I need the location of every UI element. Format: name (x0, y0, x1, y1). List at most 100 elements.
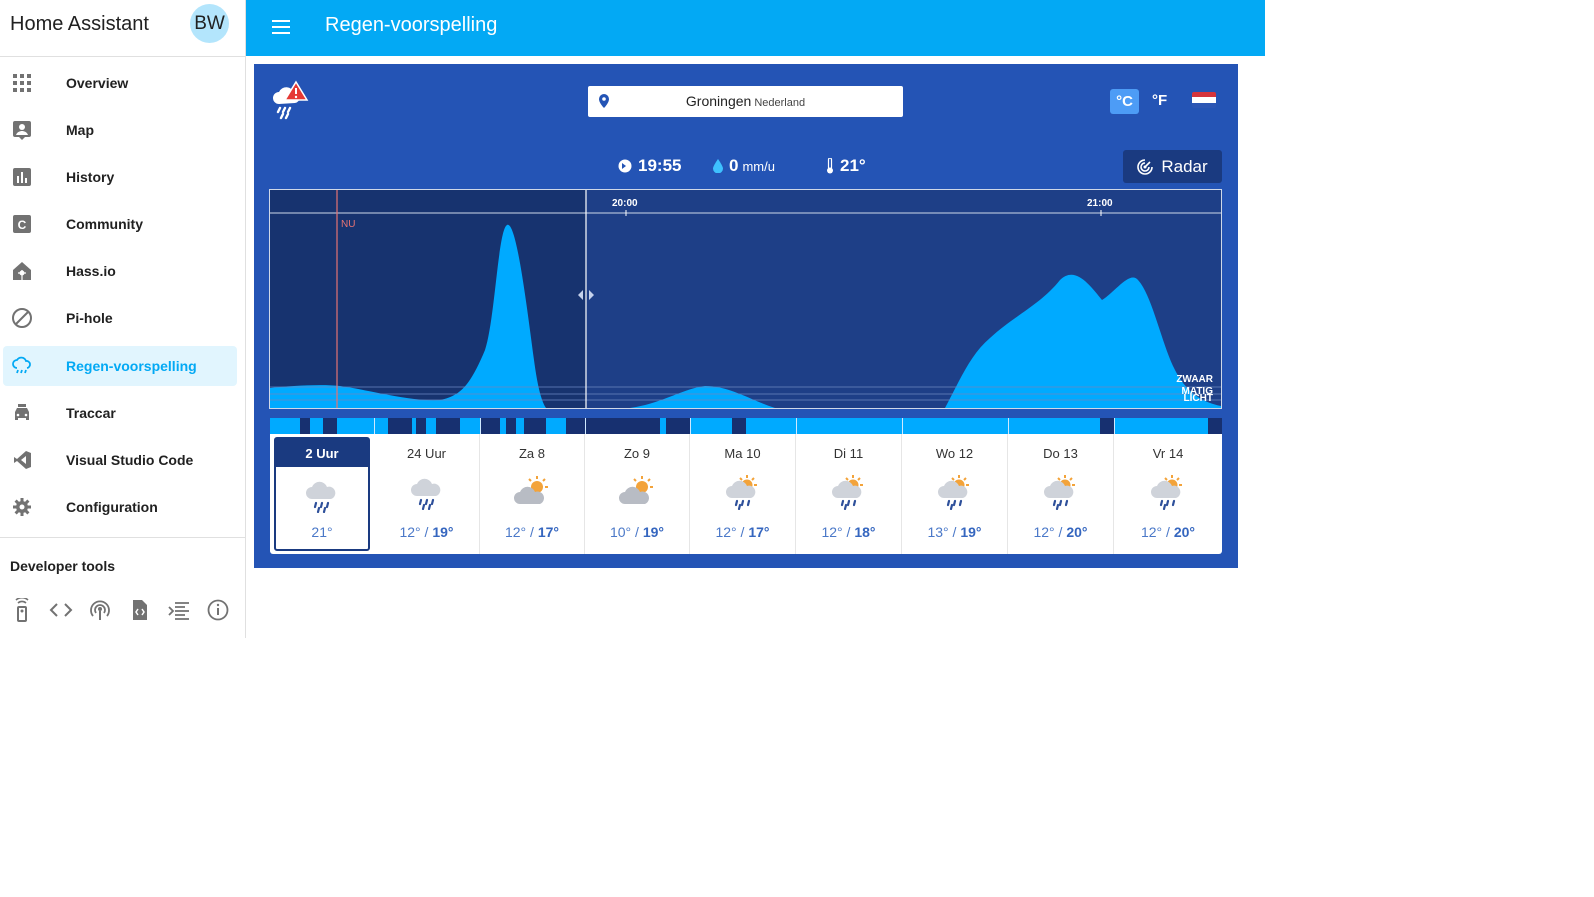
celsius-toggle[interactable]: °C (1110, 89, 1139, 114)
forecast-high: 20° (1173, 524, 1195, 540)
avatar[interactable]: BW (190, 4, 229, 43)
strip-segment (300, 418, 310, 434)
sidebar-item-pihole[interactable]: Pi-hole (3, 298, 237, 338)
forecast-day-label: 2 Uur (305, 446, 339, 461)
rain-chart[interactable]: 20:00 21:00 NU ZWAAR MATIG LICHT (269, 189, 1222, 409)
sidebar-header: Home Assistant BW (0, 0, 245, 57)
info-icon[interactable] (206, 598, 230, 622)
forecast-low: 12° (715, 524, 737, 540)
sidebar-item-community[interactable]: C Community (3, 204, 237, 244)
broadcast-icon[interactable] (88, 598, 112, 622)
forecast-day-do-13[interactable]: Do 13 12° / 20° (1008, 434, 1114, 554)
forecast-day-za-8[interactable]: Za 8 12° / 17° (480, 434, 585, 554)
strip-segment (1100, 418, 1114, 434)
sidebar-item-vscode[interactable]: Visual Studio Code (3, 440, 237, 480)
forecast-temp: 12° / 18° (821, 524, 876, 540)
forecast-day-label: Di 11 (833, 446, 864, 461)
strip-divider (1114, 418, 1115, 434)
block-icon (12, 308, 32, 328)
forecast-day-label: 24 Uur (406, 446, 447, 461)
sidebar-item-map[interactable]: Map (3, 110, 237, 150)
radar-button[interactable]: Radar (1123, 150, 1222, 183)
code-icon[interactable] (49, 598, 73, 622)
strip-segment (436, 418, 460, 434)
forecast-day-24-uur[interactable]: 24 Uur 12° / 19° (374, 434, 480, 554)
netherlands-flag-icon[interactable] (1192, 92, 1216, 108)
forecast-day-ma-10[interactable]: Ma 10 12° / 17° (690, 434, 796, 554)
strip-segment (666, 418, 690, 434)
sidebar-item-label: Traccar (66, 405, 116, 421)
sidebar-item-history[interactable]: History (3, 157, 237, 197)
strip-segment (323, 418, 337, 434)
top-app-bar: Regen-voorspelling (246, 0, 1265, 56)
sidebar-item-label: History (66, 169, 115, 185)
forecast-low: 12° (821, 524, 843, 540)
forecast-temp: 12° / 20° (1140, 524, 1195, 540)
strip-segment (732, 418, 746, 434)
sidebar-item-label: Configuration (66, 499, 158, 515)
range-handle-icon[interactable] (578, 290, 594, 300)
remote-icon[interactable] (10, 598, 34, 622)
grid-icon (13, 74, 31, 92)
strip-divider (690, 418, 691, 434)
sidebar-item-label: Regen-voorspelling (66, 358, 197, 374)
forecast-temp: 12° / 17° (504, 524, 559, 540)
sidebar-item-hassio[interactable]: Hass.io (3, 251, 237, 291)
rain-chart-svg: 20:00 21:00 NU ZWAAR MATIG LICHT (270, 190, 1221, 408)
forecast-day-di-11[interactable]: Di 11 12° / 18° (796, 434, 902, 554)
forecast-day-label: Za 8 (518, 446, 545, 461)
forecast-day-wo-12[interactable]: Wo 12 13° / 19° (902, 434, 1008, 554)
forecast-high: 20° (1066, 524, 1088, 540)
sidebar-item-regen-voorspelling[interactable]: Regen-voorspelling (3, 346, 237, 386)
droplet-icon (713, 159, 723, 173)
strip-divider (796, 418, 797, 434)
forecast-low: 13° (927, 524, 949, 540)
sidebar-item-label: Overview (66, 75, 129, 91)
forecast-day-2-uur[interactable]: 2 Uur 21° (274, 437, 370, 551)
rain-area-past (270, 224, 546, 408)
time-value: 19:55 (638, 156, 682, 175)
strip-segment (416, 418, 426, 434)
location-country: Nederland (754, 97, 806, 109)
strip-divider (480, 418, 481, 434)
strip-segment (480, 418, 500, 434)
bar-chart-icon (13, 168, 31, 186)
strip-segment (1208, 418, 1222, 434)
temperature-value: 21° (840, 156, 866, 175)
strip-segment (506, 418, 516, 434)
intensity-label-light: LICHT (1184, 393, 1213, 404)
fahrenheit-toggle[interactable]: °F (1152, 92, 1168, 109)
sidebar-divider (0, 537, 245, 538)
app-title: Home Assistant (10, 13, 149, 35)
sidebar-item-label: Community (66, 216, 143, 232)
forecast-day-label: Vr 14 (1152, 446, 1184, 461)
forecast-day-vr-14[interactable]: Vr 14 12° / 20° (1114, 434, 1222, 554)
rain-timeline-strip[interactable] (270, 418, 1222, 434)
sidebar-item-configuration[interactable]: Configuration (3, 487, 237, 527)
forecast-high: 19° (960, 524, 982, 540)
location-search-input[interactable]: Groningen Nederland (588, 86, 903, 117)
sidebar-item-overview[interactable]: Overview (3, 63, 237, 103)
strip-segment (388, 418, 412, 434)
forecast-high: 17° (748, 524, 770, 540)
x-label-20: 20:00 (612, 198, 638, 209)
developer-tools-title: Developer tools (10, 558, 116, 574)
strip-segment (566, 418, 660, 434)
template-icon[interactable] (128, 598, 152, 622)
now-label: NU (341, 219, 355, 230)
forecast-temp: 10° / 19° (609, 524, 664, 540)
sidebar-item-traccar[interactable]: Traccar (3, 393, 237, 433)
menu-icon[interactable] (270, 16, 292, 38)
gear-icon (13, 498, 31, 516)
rain-area-future (945, 274, 1221, 408)
strip-divider (374, 418, 375, 434)
forecast-day-zo-9[interactable]: Zo 9 10° / 19° (585, 434, 690, 554)
forecast-temp-value: 21° (311, 524, 333, 540)
strip-segment (524, 418, 546, 434)
logs-icon[interactable] (167, 598, 191, 622)
community-c-icon: C (13, 215, 31, 233)
forecast-high: 19° (642, 524, 664, 540)
vscode-icon (14, 451, 31, 469)
intensity-label-moderate: MATIG (1182, 386, 1214, 397)
selected-label-bg (276, 439, 368, 467)
